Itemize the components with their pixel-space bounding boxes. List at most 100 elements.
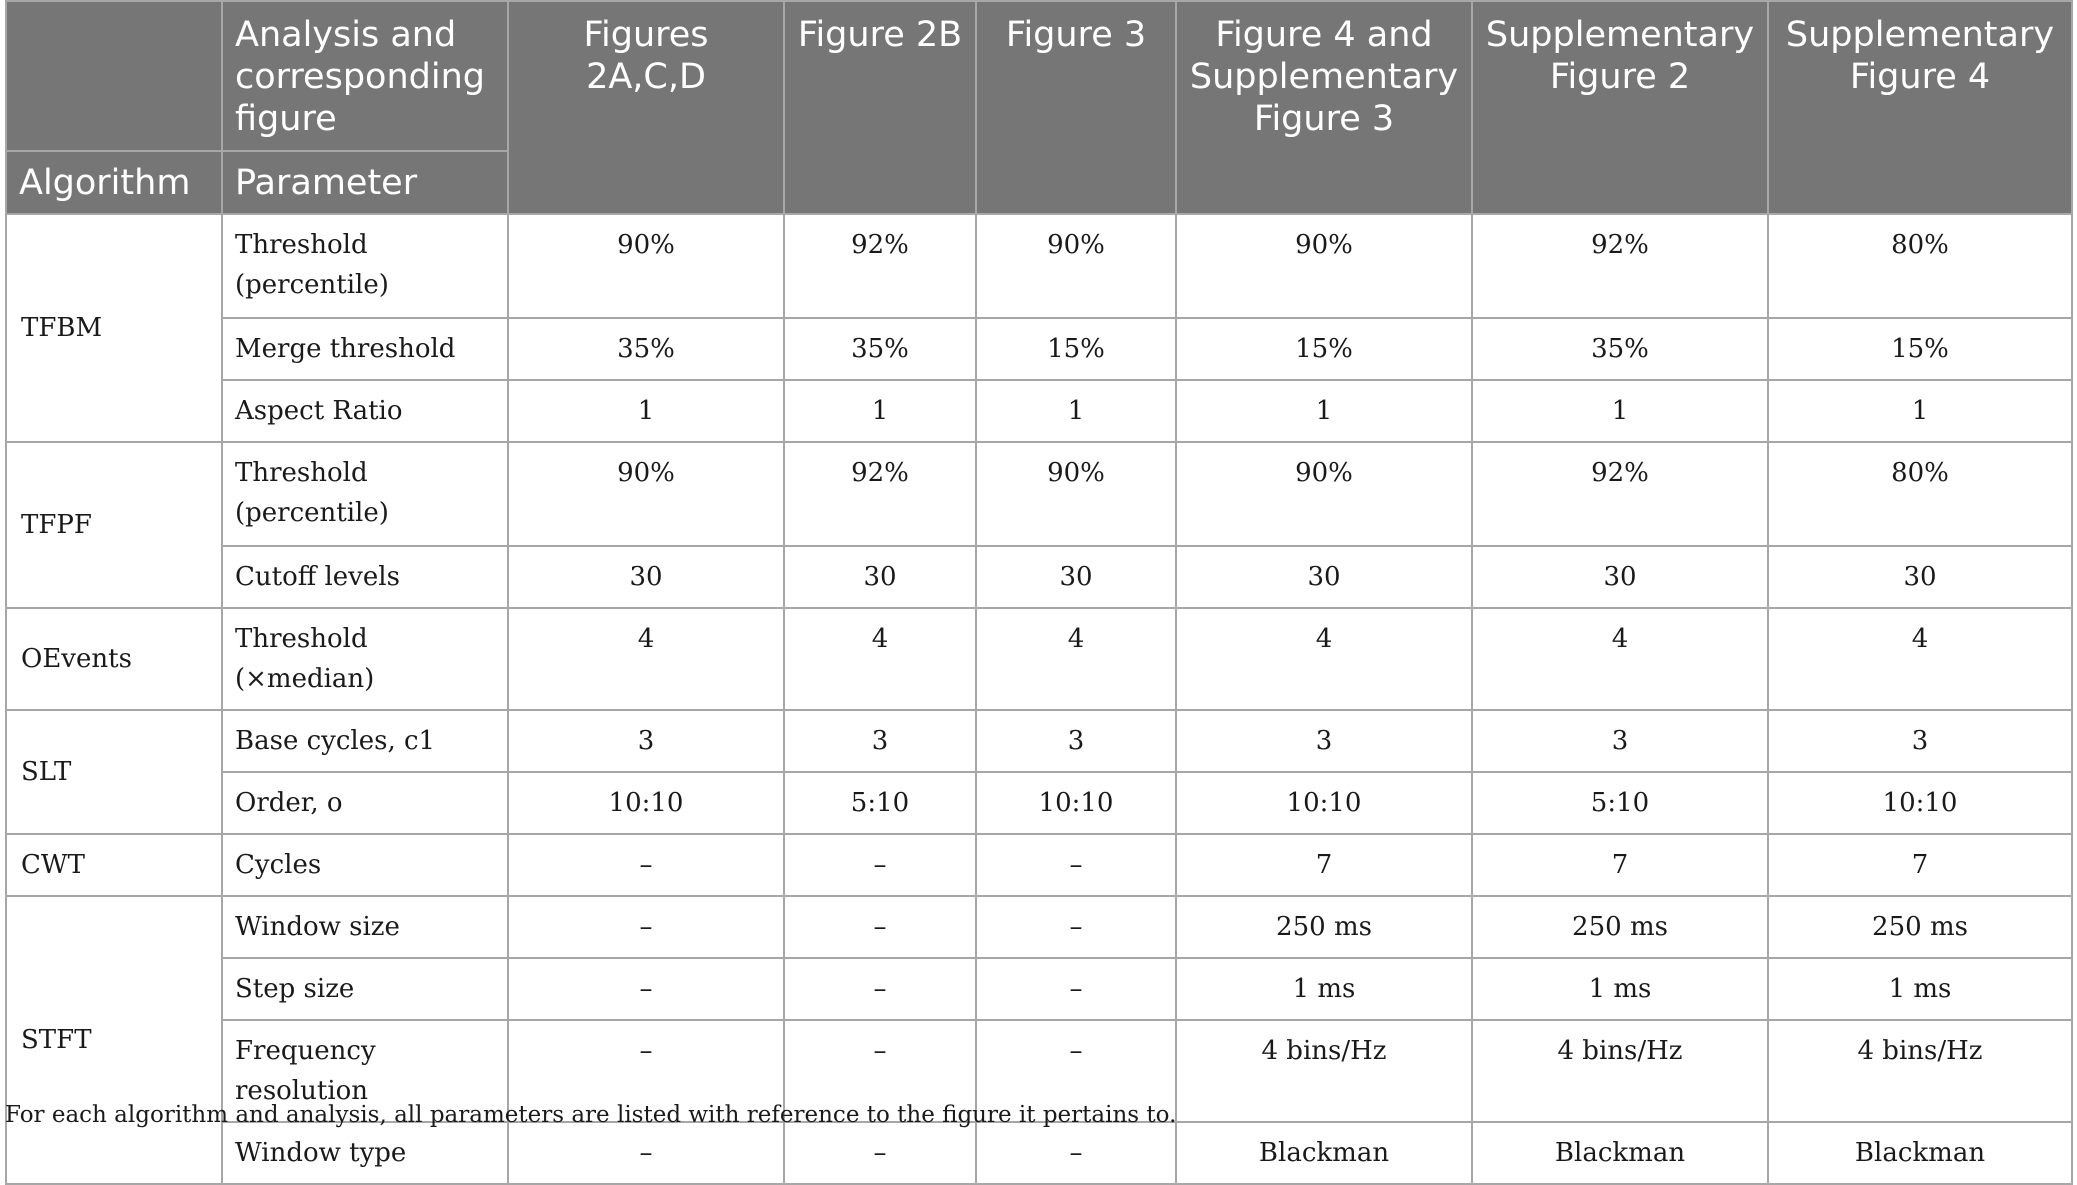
value-cell: –: [507, 1019, 785, 1123]
header-figure-2: Figure 2B: [783, 0, 977, 215]
table-row: STFT Window size – – –250 ms 250 ms 250 ms: [5, 895, 2073, 1185]
value-cell: 4: [1175, 607, 1473, 711]
value-cell: 90%: [507, 441, 785, 547]
value-cell: 90%: [507, 213, 785, 319]
table-row: Order, o 10:10 5:10 10:10 10:10 5:10 10:10: [6, 771, 2073, 835]
value-cell: –: [975, 895, 1177, 959]
header-figure-3: Figure 3: [975, 0, 1177, 215]
value-cell: –: [975, 833, 1177, 897]
value-cell: 1: [783, 379, 977, 443]
value-cell: –: [783, 833, 977, 897]
algorithm-cell: TFPF: [5, 441, 223, 609]
value-cell: –: [783, 895, 977, 959]
table-row: Step size – – –1 ms 1 ms 1 ms: [6, 957, 2073, 1021]
value-cell: 7: [1175, 833, 1473, 897]
value-cell: –: [507, 957, 785, 1021]
value-cell: 30: [1471, 545, 1769, 609]
value-cell: 30: [1767, 545, 2073, 609]
value-cell: 15%: [975, 317, 1177, 381]
parameter-cell: Threshold (×median): [221, 607, 509, 711]
value-cell: 10:10: [1175, 771, 1473, 835]
value-cell: 7: [1471, 833, 1769, 897]
value-cell: 10:10: [975, 771, 1177, 835]
table-row: Frequency resolution – – –4 bins/Hz 4 bins/H…: [6, 1019, 2073, 1123]
value-cell: 4: [507, 607, 785, 711]
table-header: Analysis and corresponding figure Figure…: [5, 0, 2073, 215]
value-cell: 4: [1471, 607, 1769, 711]
parameter-cell: Window size: [221, 895, 509, 959]
value-cell: –: [975, 1019, 1177, 1123]
value-cell: 3: [783, 709, 977, 773]
table-row: TFBM Threshold (percentile) 90% 92% 90% 90% 92%…: [5, 213, 2073, 443]
value-cell: 250 ms: [1175, 895, 1473, 959]
value-cell: –: [507, 1121, 785, 1185]
value-cell: 5:10: [783, 771, 977, 835]
value-cell: 35%: [507, 317, 785, 381]
value-cell: 92%: [783, 441, 977, 547]
value-cell: 90%: [1175, 441, 1473, 547]
header-figure-4: Figure 4 and Supplementary Figure 3: [1175, 0, 1473, 215]
value-cell: –: [975, 1121, 1177, 1185]
value-cell: –: [507, 895, 785, 959]
value-cell: 10:10: [507, 771, 785, 835]
value-cell: 30: [783, 545, 977, 609]
table-row: Window type – – – Blackman Blackman Blackman: [6, 1121, 2073, 1185]
parameter-cell: Window type: [221, 1121, 509, 1185]
value-cell: Blackman: [1767, 1121, 2073, 1185]
algorithm-cell: TFBM: [5, 213, 223, 443]
value-cell: 1 ms: [1175, 957, 1473, 1021]
value-cell: 92%: [783, 213, 977, 319]
table-row: Merge threshold 35% 35% 15% 15% 35% 15%: [6, 317, 2073, 381]
value-cell: 4 bins/Hz: [1175, 1019, 1473, 1123]
value-cell: 1: [975, 379, 1177, 443]
table-body: TFBM Threshold (percentile) 90% 92% 90% 90% 92%…: [5, 213, 2073, 1185]
value-cell: 1: [1767, 379, 2073, 443]
header-figure-5: Supplementary Figure 2: [1471, 0, 1769, 215]
header-figure-6: Supplementary Figure 4: [1767, 0, 2073, 215]
value-cell: 1: [507, 379, 785, 443]
value-cell: 250 ms: [1767, 895, 2073, 959]
table-caption: For each algorithm and analysis, all par…: [5, 1102, 1177, 1128]
value-cell: 90%: [1175, 213, 1473, 319]
value-cell: 4: [1767, 607, 2073, 711]
value-cell: –: [507, 833, 785, 897]
value-cell: 92%: [1471, 441, 1769, 547]
value-cell: 1: [1471, 379, 1769, 443]
value-cell: 5:10: [1471, 771, 1769, 835]
parameter-cell: Step size: [221, 957, 509, 1021]
value-cell: 4: [975, 607, 1177, 711]
value-cell: –: [783, 1121, 977, 1185]
value-cell: 10:10: [1767, 771, 2073, 835]
value-cell: Blackman: [1471, 1121, 1769, 1185]
value-cell: 35%: [1471, 317, 1769, 381]
value-cell: 4: [783, 607, 977, 711]
value-cell: 3: [507, 709, 785, 773]
parameter-cell: Threshold (percentile): [221, 441, 509, 547]
table-row: TFPF Threshold (percentile) 90% 92% 90% 90% 92%…: [5, 441, 2073, 609]
algorithm-cell: CWT: [5, 833, 223, 897]
value-cell: 30: [507, 545, 785, 609]
value-cell: 1 ms: [1471, 957, 1769, 1021]
algorithm-cell: SLT: [5, 709, 223, 835]
value-cell: 3: [1767, 709, 2073, 773]
parameter-cell: Cutoff levels: [221, 545, 509, 609]
table-row: SLT Base cycles, c1 3 3 3 3 3 3: [5, 709, 2073, 835]
parameters-table: Analysis and corresponding figure Figure…: [5, 0, 2073, 1185]
value-cell: 3: [975, 709, 1177, 773]
table-row: Aspect Ratio 1 1 1 1 1 1: [6, 379, 2073, 443]
value-cell: 30: [1175, 545, 1473, 609]
parameter-cell: Threshold (percentile): [221, 213, 509, 319]
value-cell: 1: [1175, 379, 1473, 443]
parameter-cell: Aspect Ratio: [221, 379, 509, 443]
header-parameter: Parameter: [221, 150, 509, 215]
value-cell: 92%: [1471, 213, 1769, 319]
value-cell: 4 bins/Hz: [1471, 1019, 1769, 1123]
parameters-table-container: Analysis and corresponding figure Figure…: [5, 0, 2073, 1185]
value-cell: 30: [975, 545, 1177, 609]
parameter-cell: Merge threshold: [221, 317, 509, 381]
value-cell: 90%: [975, 213, 1177, 319]
value-cell: –: [975, 957, 1177, 1021]
value-cell: 7: [1767, 833, 2073, 897]
header-algorithm: Algorithm: [5, 150, 223, 215]
header-empty-cell: [5, 0, 223, 152]
